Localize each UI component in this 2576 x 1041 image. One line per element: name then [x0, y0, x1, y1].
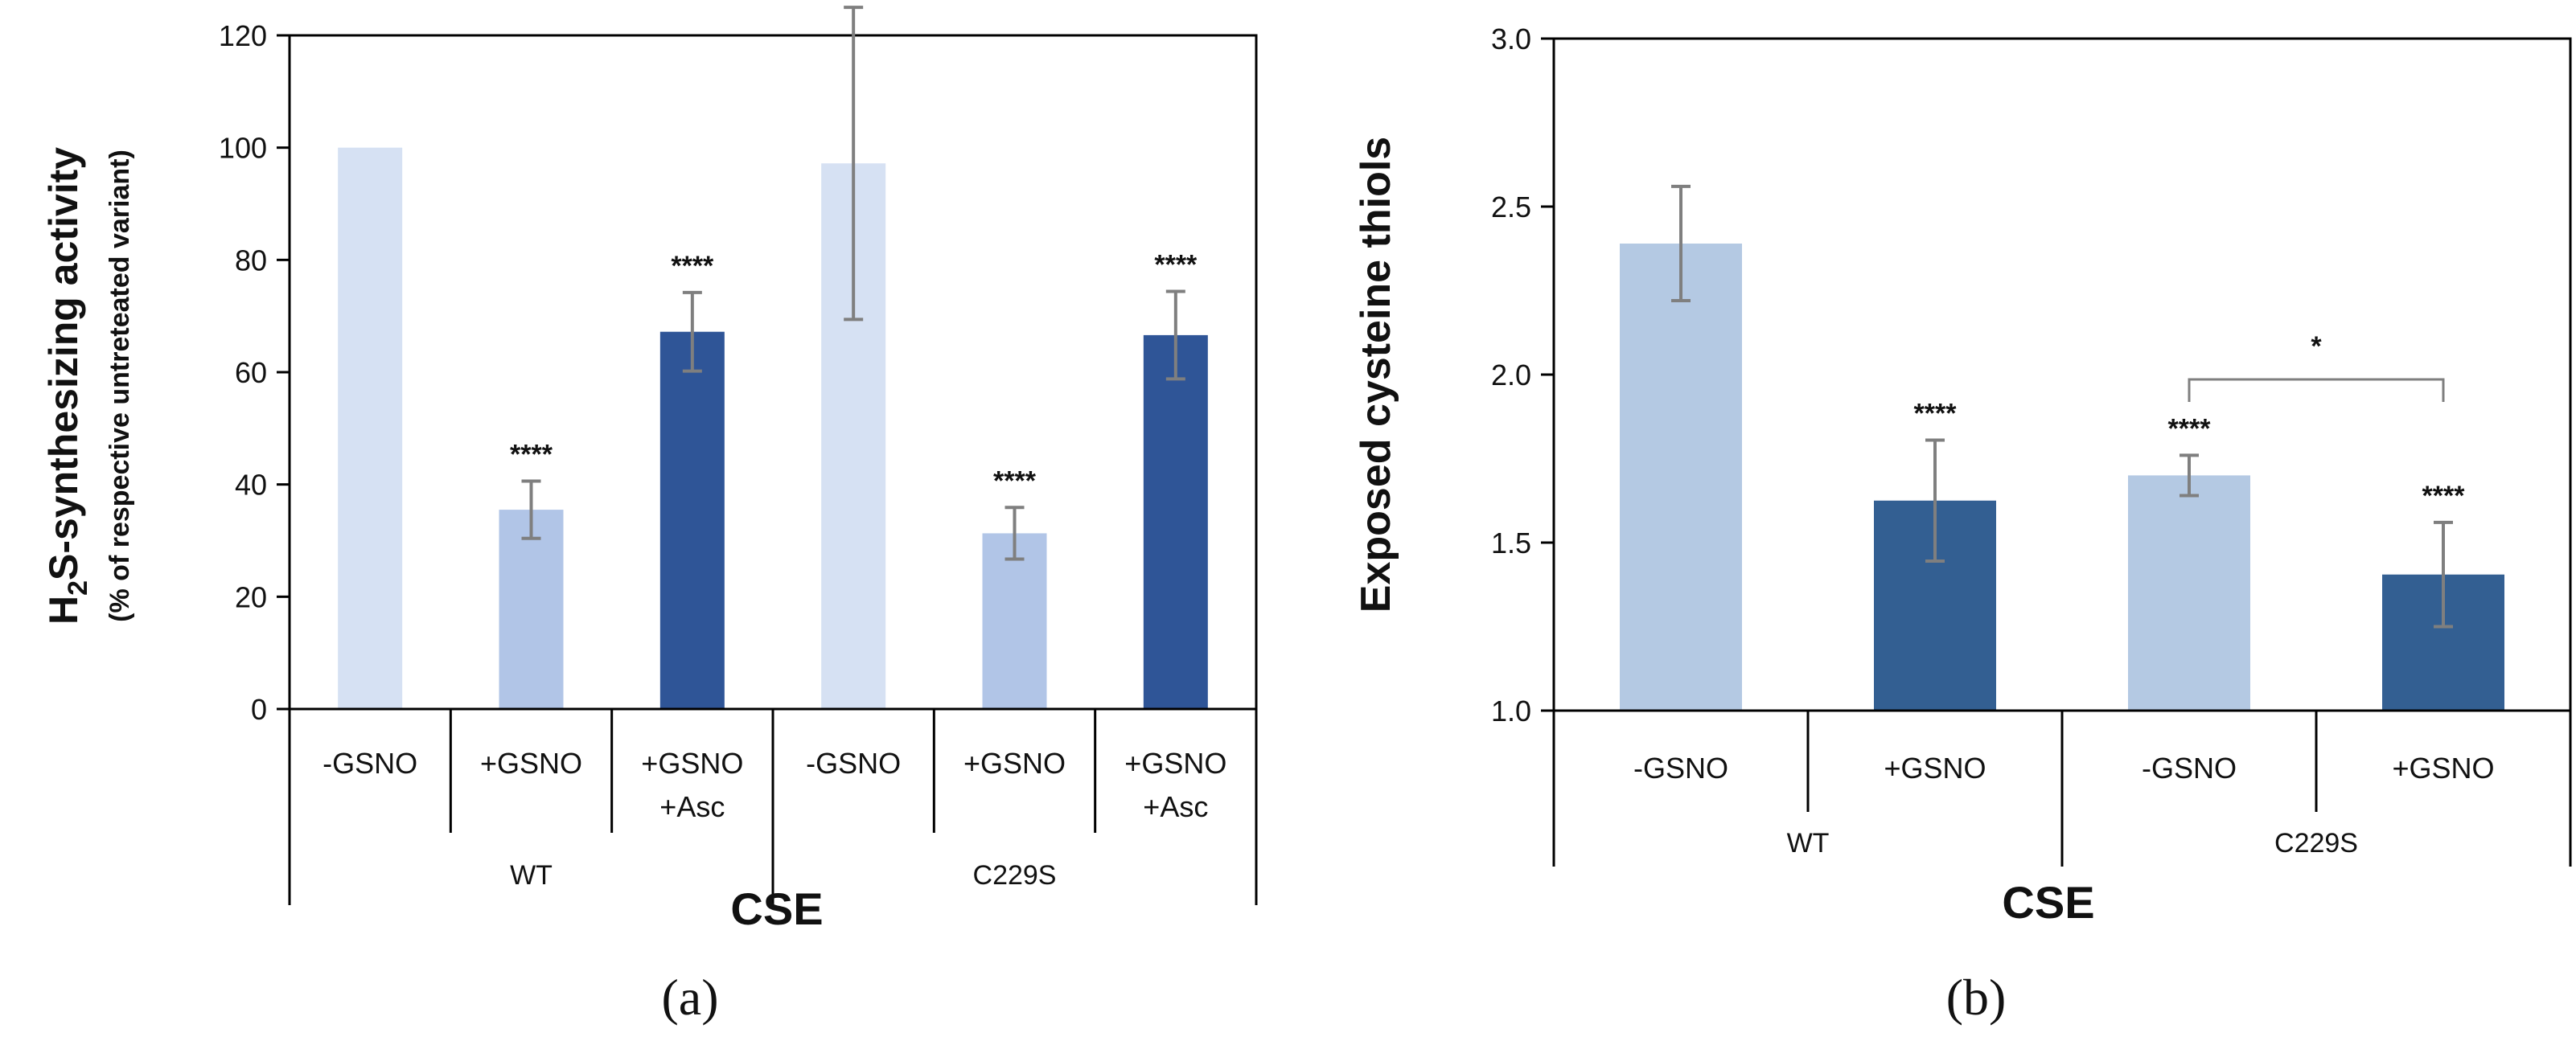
significance-label: **** — [1154, 249, 1198, 280]
significance-bracket — [2188, 378, 2445, 402]
y-tick-label: 120 — [219, 19, 267, 52]
significance-label: **** — [2422, 481, 2466, 511]
category-label: -GSNO — [2142, 752, 2237, 785]
category-label: -GSNO — [806, 747, 901, 780]
y-axis-title-part: S-synthesizing activity — [41, 147, 86, 580]
panel-label: (b) — [1946, 969, 2007, 1026]
significance-label: **** — [2168, 413, 2212, 444]
category-label: +GSNO — [2392, 752, 2494, 785]
category-label: +GSNO — [480, 747, 582, 780]
y-axis-subtitle: (% of respective untreteated variant) — [105, 150, 135, 622]
y-tick-label: 100 — [219, 132, 267, 165]
y-axis-title-subscript: 2 — [63, 580, 93, 596]
category-label: +GSNO — [1124, 747, 1226, 780]
category-label: -GSNO — [1633, 752, 1728, 785]
bar — [1143, 334, 1208, 709]
x-axis-title: CSE — [730, 883, 823, 934]
category-label: +GSNO — [641, 747, 743, 780]
bar — [659, 331, 725, 709]
y-tick-label: 80 — [235, 244, 267, 277]
bar — [2128, 475, 2250, 711]
bracket-label: * — [2311, 331, 2322, 362]
y-tick-label: 1.0 — [1491, 695, 1531, 727]
y-tick-label: 3.0 — [1491, 23, 1531, 55]
category-label: +Asc — [1143, 790, 1208, 823]
bar — [338, 147, 403, 709]
group-label: WT — [1787, 828, 1830, 859]
category-label: +GSNO — [963, 747, 1066, 780]
y-tick-label: 2.5 — [1491, 191, 1531, 223]
y-tick-label: 20 — [235, 580, 267, 613]
y-tick-label: 0 — [251, 693, 267, 726]
significance-label: **** — [671, 251, 714, 281]
y-tick-label: 1.5 — [1491, 527, 1531, 559]
bar — [982, 533, 1047, 709]
significance-label: **** — [993, 465, 1037, 496]
bar — [499, 510, 564, 709]
category-label: -GSNO — [323, 747, 417, 780]
y-tick-label: 40 — [235, 469, 267, 502]
group-label: C229S — [2274, 828, 2358, 859]
y-tick-label: 60 — [235, 356, 267, 389]
y-tick-label: 2.0 — [1491, 359, 1531, 391]
category-label: +Asc — [659, 790, 725, 823]
plot-area-frame — [288, 34, 1258, 711]
group-label: C229S — [973, 860, 1057, 891]
y-axis-title: H2S-synthesizing activity — [41, 147, 93, 625]
significance-label: **** — [1914, 399, 1958, 429]
significance-label: **** — [510, 439, 553, 469]
y-axis-title-part: H — [41, 596, 86, 625]
x-axis-title: CSE — [2002, 877, 2094, 928]
chart-panel-a: 0 20 40 60 80 100 120 **** **** **** **** -GSNO +GSN… — [41, 6, 1258, 1026]
y-axis-title: Exposed cysteine thiols — [1353, 137, 1399, 613]
chart-panel-b: 1.0 1.5 2.0 2.5 3.0 **** **** **** -GSNO +GSNO -GS… — [1353, 23, 2572, 1026]
panel-label: (a) — [661, 969, 718, 1026]
bar — [1620, 243, 1742, 711]
group-label: WT — [510, 860, 553, 891]
category-label: +GSNO — [1884, 752, 1986, 785]
